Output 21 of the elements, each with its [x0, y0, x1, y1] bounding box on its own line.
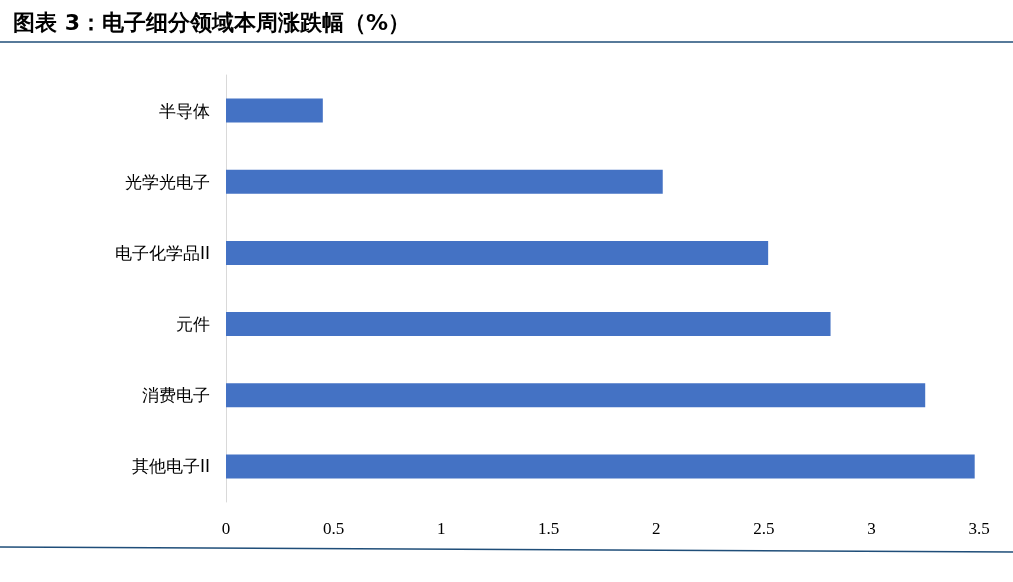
y-tick-label: 消费电子: [142, 385, 210, 406]
bar: [226, 383, 926, 408]
y-tick-label: 其他电子II: [131, 456, 210, 477]
y-tick-label: 光学光电子: [125, 171, 210, 192]
bar: [226, 98, 323, 123]
x-tick-label: 3: [867, 519, 876, 538]
x-tick-label: 3.5: [968, 519, 990, 538]
bar: [226, 240, 769, 265]
x-tick-label: 2.5: [753, 519, 775, 538]
x-tick-label: 1.5: [538, 519, 560, 538]
x-tick-label: 1: [436, 519, 446, 538]
bar: [226, 312, 831, 337]
x-tick-label: 2: [652, 519, 661, 538]
bar: [226, 169, 663, 194]
y-tick-label: 电子化学品II: [114, 242, 210, 263]
y-tick-label: 元件: [176, 314, 210, 335]
x-tick-label: 0: [221, 519, 231, 538]
x-tick-label: 0.5: [322, 519, 345, 538]
y-tick-label: 半导体: [159, 100, 210, 121]
chart-title: 图表 3：电子细分领域本周涨跌幅（%）: [13, 9, 411, 35]
bar: [226, 454, 975, 479]
